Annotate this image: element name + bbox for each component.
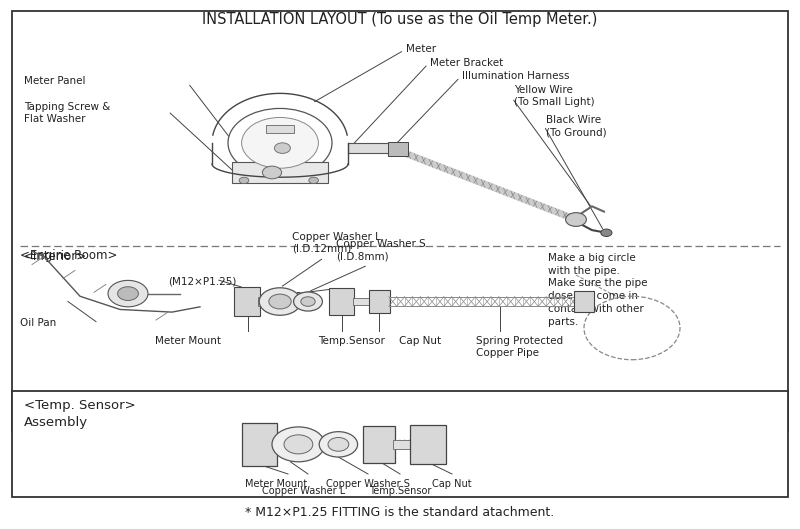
Circle shape bbox=[566, 213, 586, 226]
Text: Meter Bracket: Meter Bracket bbox=[430, 59, 504, 68]
Circle shape bbox=[328, 437, 349, 451]
Text: <Interior>: <Interior> bbox=[24, 250, 87, 263]
Circle shape bbox=[108, 280, 148, 307]
FancyBboxPatch shape bbox=[232, 162, 328, 183]
FancyBboxPatch shape bbox=[242, 423, 277, 466]
FancyBboxPatch shape bbox=[393, 440, 413, 449]
Text: Copper Washer L: Copper Washer L bbox=[262, 486, 346, 496]
Text: Meter Panel: Meter Panel bbox=[24, 77, 86, 86]
Text: Temp.Sensor: Temp.Sensor bbox=[318, 336, 386, 346]
Text: Temp.Sensor: Temp.Sensor bbox=[369, 486, 431, 496]
Text: Make a big circle
with the pipe.
Make sure the pipe
dose not come in
contact wit: Make a big circle with the pipe. Make su… bbox=[548, 253, 647, 327]
Text: Meter Mount: Meter Mount bbox=[155, 336, 221, 346]
Text: Meter Mount: Meter Mount bbox=[245, 479, 307, 489]
Text: Illumination Harness: Illumination Harness bbox=[462, 71, 570, 80]
Circle shape bbox=[239, 177, 249, 184]
Text: Oil Pan: Oil Pan bbox=[20, 318, 56, 327]
FancyBboxPatch shape bbox=[12, 391, 788, 497]
FancyBboxPatch shape bbox=[12, 11, 788, 431]
FancyBboxPatch shape bbox=[410, 425, 446, 464]
Text: Meter: Meter bbox=[406, 44, 437, 53]
Circle shape bbox=[284, 435, 313, 454]
FancyBboxPatch shape bbox=[363, 426, 395, 463]
Text: Tapping Screw &
Flat Washer: Tapping Screw & Flat Washer bbox=[24, 102, 110, 124]
Circle shape bbox=[269, 294, 291, 309]
Text: Yellow Wire
(To Small Light): Yellow Wire (To Small Light) bbox=[514, 85, 595, 107]
Circle shape bbox=[274, 143, 290, 153]
Circle shape bbox=[319, 432, 358, 457]
Text: INSTALLATION LAYOUT (To use as the Oil Temp Meter.): INSTALLATION LAYOUT (To use as the Oil T… bbox=[202, 12, 598, 27]
Circle shape bbox=[228, 108, 332, 177]
Circle shape bbox=[601, 229, 612, 236]
FancyBboxPatch shape bbox=[574, 291, 594, 312]
Text: Cap Nut: Cap Nut bbox=[432, 479, 472, 489]
Text: Copper Washer L
(I.D.12mm): Copper Washer L (I.D.12mm) bbox=[292, 232, 381, 254]
FancyBboxPatch shape bbox=[388, 142, 408, 156]
Circle shape bbox=[242, 117, 318, 168]
Text: Cap Nut: Cap Nut bbox=[399, 336, 441, 346]
FancyBboxPatch shape bbox=[348, 143, 392, 153]
FancyBboxPatch shape bbox=[353, 298, 370, 305]
FancyBboxPatch shape bbox=[234, 287, 260, 316]
Circle shape bbox=[259, 288, 301, 315]
Text: Copper Washer S: Copper Washer S bbox=[326, 479, 410, 489]
Circle shape bbox=[294, 292, 322, 311]
FancyBboxPatch shape bbox=[369, 290, 390, 313]
Text: (M12×P1.25): (M12×P1.25) bbox=[168, 277, 236, 286]
FancyBboxPatch shape bbox=[329, 288, 354, 315]
Circle shape bbox=[272, 427, 325, 462]
FancyBboxPatch shape bbox=[258, 297, 273, 306]
Text: <Temp. Sensor>
Assembly: <Temp. Sensor> Assembly bbox=[24, 399, 136, 430]
Circle shape bbox=[309, 177, 318, 184]
Text: (M14×P1.0): (M14×P1.0) bbox=[244, 291, 306, 301]
FancyBboxPatch shape bbox=[266, 125, 294, 133]
Circle shape bbox=[301, 297, 315, 306]
Text: <Engine Room>: <Engine Room> bbox=[20, 249, 118, 262]
Circle shape bbox=[262, 166, 282, 179]
Text: Black Wire
(To Ground): Black Wire (To Ground) bbox=[546, 115, 607, 137]
Circle shape bbox=[118, 287, 138, 300]
Text: * M12×P1.25 FITTING is the standard atachment.: * M12×P1.25 FITTING is the standard atac… bbox=[246, 506, 554, 518]
Text: Copper Washer S
(I.D.8mm): Copper Washer S (I.D.8mm) bbox=[336, 240, 426, 262]
FancyBboxPatch shape bbox=[274, 439, 284, 450]
Text: Spring Protected
Copper Pipe: Spring Protected Copper Pipe bbox=[476, 336, 563, 358]
